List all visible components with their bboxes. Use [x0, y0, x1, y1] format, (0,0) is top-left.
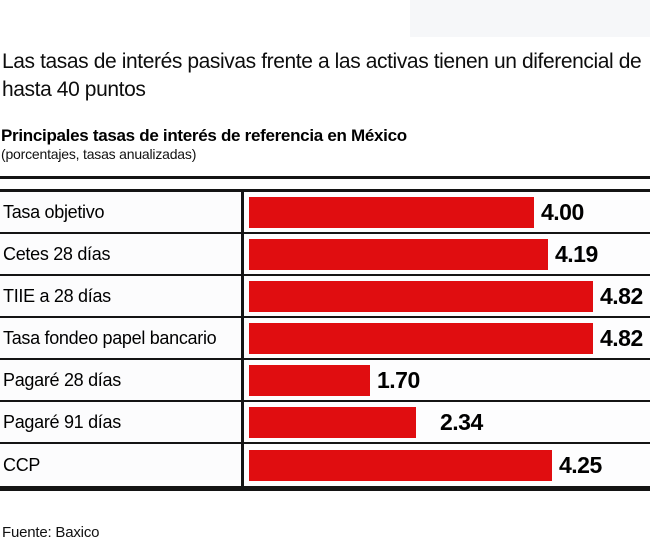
row-label: Pagaré 91 días	[0, 402, 244, 442]
table-row: TIIE a 28 días 4.82	[0, 276, 650, 318]
row-label: CCP	[0, 444, 244, 486]
row-label: Cetes 28 días	[0, 234, 244, 274]
value-bar	[249, 364, 370, 396]
value-bar	[249, 196, 534, 228]
bar-cell: 4.19	[244, 234, 650, 274]
row-label: TIIE a 28 días	[0, 276, 244, 316]
chart-subtitle: (porcentajes, tasas anualizadas)	[1, 146, 197, 162]
row-label: Tasa objetivo	[0, 192, 244, 232]
bar-cell: 4.82	[244, 276, 650, 316]
headline: Las tasas de interés pasivas frente a la…	[2, 50, 642, 101]
value-label: 4.25	[559, 451, 602, 478]
horizontal-rule	[0, 176, 650, 179]
table-row: Cetes 28 días 4.19	[0, 234, 650, 276]
value-label: 4.00	[541, 198, 584, 225]
bar-cell: 4.25	[244, 444, 650, 486]
value-label: 1.70	[377, 366, 420, 393]
bar-cell: 4.00	[244, 192, 650, 232]
table-row: Tasa objetivo 4.00	[0, 192, 650, 234]
value-label: 2.34	[440, 408, 483, 435]
value-bar	[249, 280, 593, 312]
table-row: Pagaré 91 días 2.34	[0, 402, 650, 444]
rates-table: Tasa objetivo 4.00 Cetes 28 días 4.19 TI…	[0, 189, 650, 491]
bar-cell: 1.70	[244, 360, 650, 400]
value-bar	[249, 449, 552, 481]
table-row: CCP 4.25	[0, 444, 650, 486]
value-label: 4.82	[600, 324, 643, 351]
value-label: 4.82	[600, 282, 643, 309]
table-row: Tasa fondeo papel bancario 4.82	[0, 318, 650, 360]
value-bar	[249, 238, 548, 270]
bar-cell: 2.34	[244, 402, 650, 442]
topright-background-block	[410, 0, 650, 37]
row-label: Pagaré 28 días	[0, 360, 244, 400]
value-label: 4.19	[555, 240, 598, 267]
value-bar	[249, 406, 416, 438]
row-label: Tasa fondeo papel bancario	[0, 318, 244, 358]
bar-cell: 4.82	[244, 318, 650, 358]
value-bar	[249, 322, 593, 354]
chart-title: Principales tasas de interés de referenc…	[1, 126, 407, 145]
table-row: Pagaré 28 días 1.70	[0, 360, 650, 402]
source-note: Fuente: Baxico	[2, 524, 100, 541]
